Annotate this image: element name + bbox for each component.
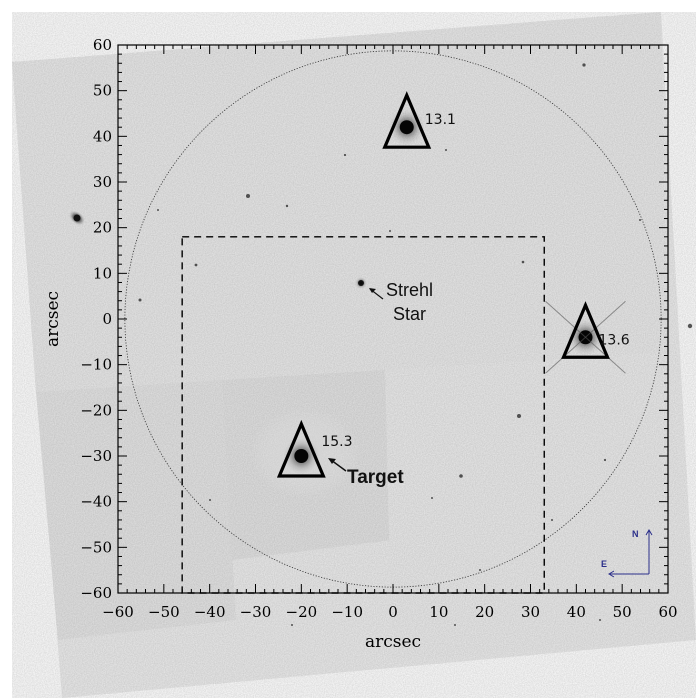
y-tick-label: 60 — [93, 36, 112, 54]
y-tick-label: 30 — [93, 173, 112, 191]
y-tick-label: 20 — [93, 219, 112, 237]
y-tick-label: 10 — [93, 264, 112, 282]
marked-stars: 13.1 13.6 15.3 — [276, 91, 630, 478]
x-tick-label: −30 — [240, 603, 272, 621]
x-tick-label: −40 — [194, 603, 226, 621]
y-tick-label: 50 — [93, 82, 112, 100]
x-tick-label: −20 — [286, 603, 318, 621]
y-tick-label: −40 — [80, 493, 112, 511]
dashed-region-box — [181, 236, 545, 594]
x-tick-label: −10 — [331, 603, 363, 621]
star-13-6: 13.6 — [545, 300, 630, 374]
star-13-1: 13.1 — [382, 91, 456, 149]
y-tick-label: 40 — [93, 127, 112, 145]
x-tick-label: 10 — [429, 603, 448, 621]
x-tick-label: 60 — [658, 603, 677, 621]
strehl-star — [355, 277, 384, 300]
strehl-label-line1: Strehl — [386, 280, 433, 300]
y-tick-label: −50 — [80, 538, 112, 556]
compass-east-label: E — [601, 559, 607, 569]
target-label: Target — [347, 467, 404, 488]
target-15-3: 15.3 — [276, 419, 353, 478]
magnitude-label: 15.3 — [321, 434, 352, 450]
x-tick-label: −50 — [148, 603, 180, 621]
strehl-label-line2: Star — [393, 304, 426, 324]
y-tick-label: −10 — [80, 356, 112, 374]
magnitude-label: 13.6 — [599, 332, 630, 348]
x-tick-label: 30 — [521, 603, 540, 621]
x-tick-label: 20 — [475, 603, 494, 621]
x-tick-label: 40 — [567, 603, 586, 621]
faint-field-stars — [69, 63, 693, 626]
y-tick-label: −30 — [80, 447, 112, 465]
x-tick-labels: −60 −50 −40 −30 −20 −10 0 10 20 30 40 50 60 — [102, 603, 677, 621]
y-tick-label: −60 — [80, 584, 112, 602]
magnitude-label: 13.1 — [425, 112, 456, 128]
x-tick-label: 50 — [613, 603, 632, 621]
mosaic-background — [12, 12, 696, 698]
y-tick-label: −20 — [80, 401, 112, 419]
marker-triangle — [276, 419, 326, 478]
axis-ticks — [117, 44, 669, 594]
x-axis-title: arcsec — [365, 632, 421, 652]
y-tick-labels: 60 50 40 30 20 10 0 −10 −20 −30 −40 −50 −60 — [80, 36, 112, 602]
x-tick-label: 0 — [388, 603, 398, 621]
target-arrow — [328, 458, 347, 472]
y-tick-label: 0 — [102, 310, 112, 328]
marker-triangle — [561, 301, 610, 359]
marker-triangle — [382, 91, 432, 149]
x-tick-label: −60 — [102, 603, 134, 621]
y-axis-title: arcsec — [43, 291, 63, 347]
compass-north-label: N — [632, 529, 639, 539]
compass-rose — [608, 529, 653, 578]
